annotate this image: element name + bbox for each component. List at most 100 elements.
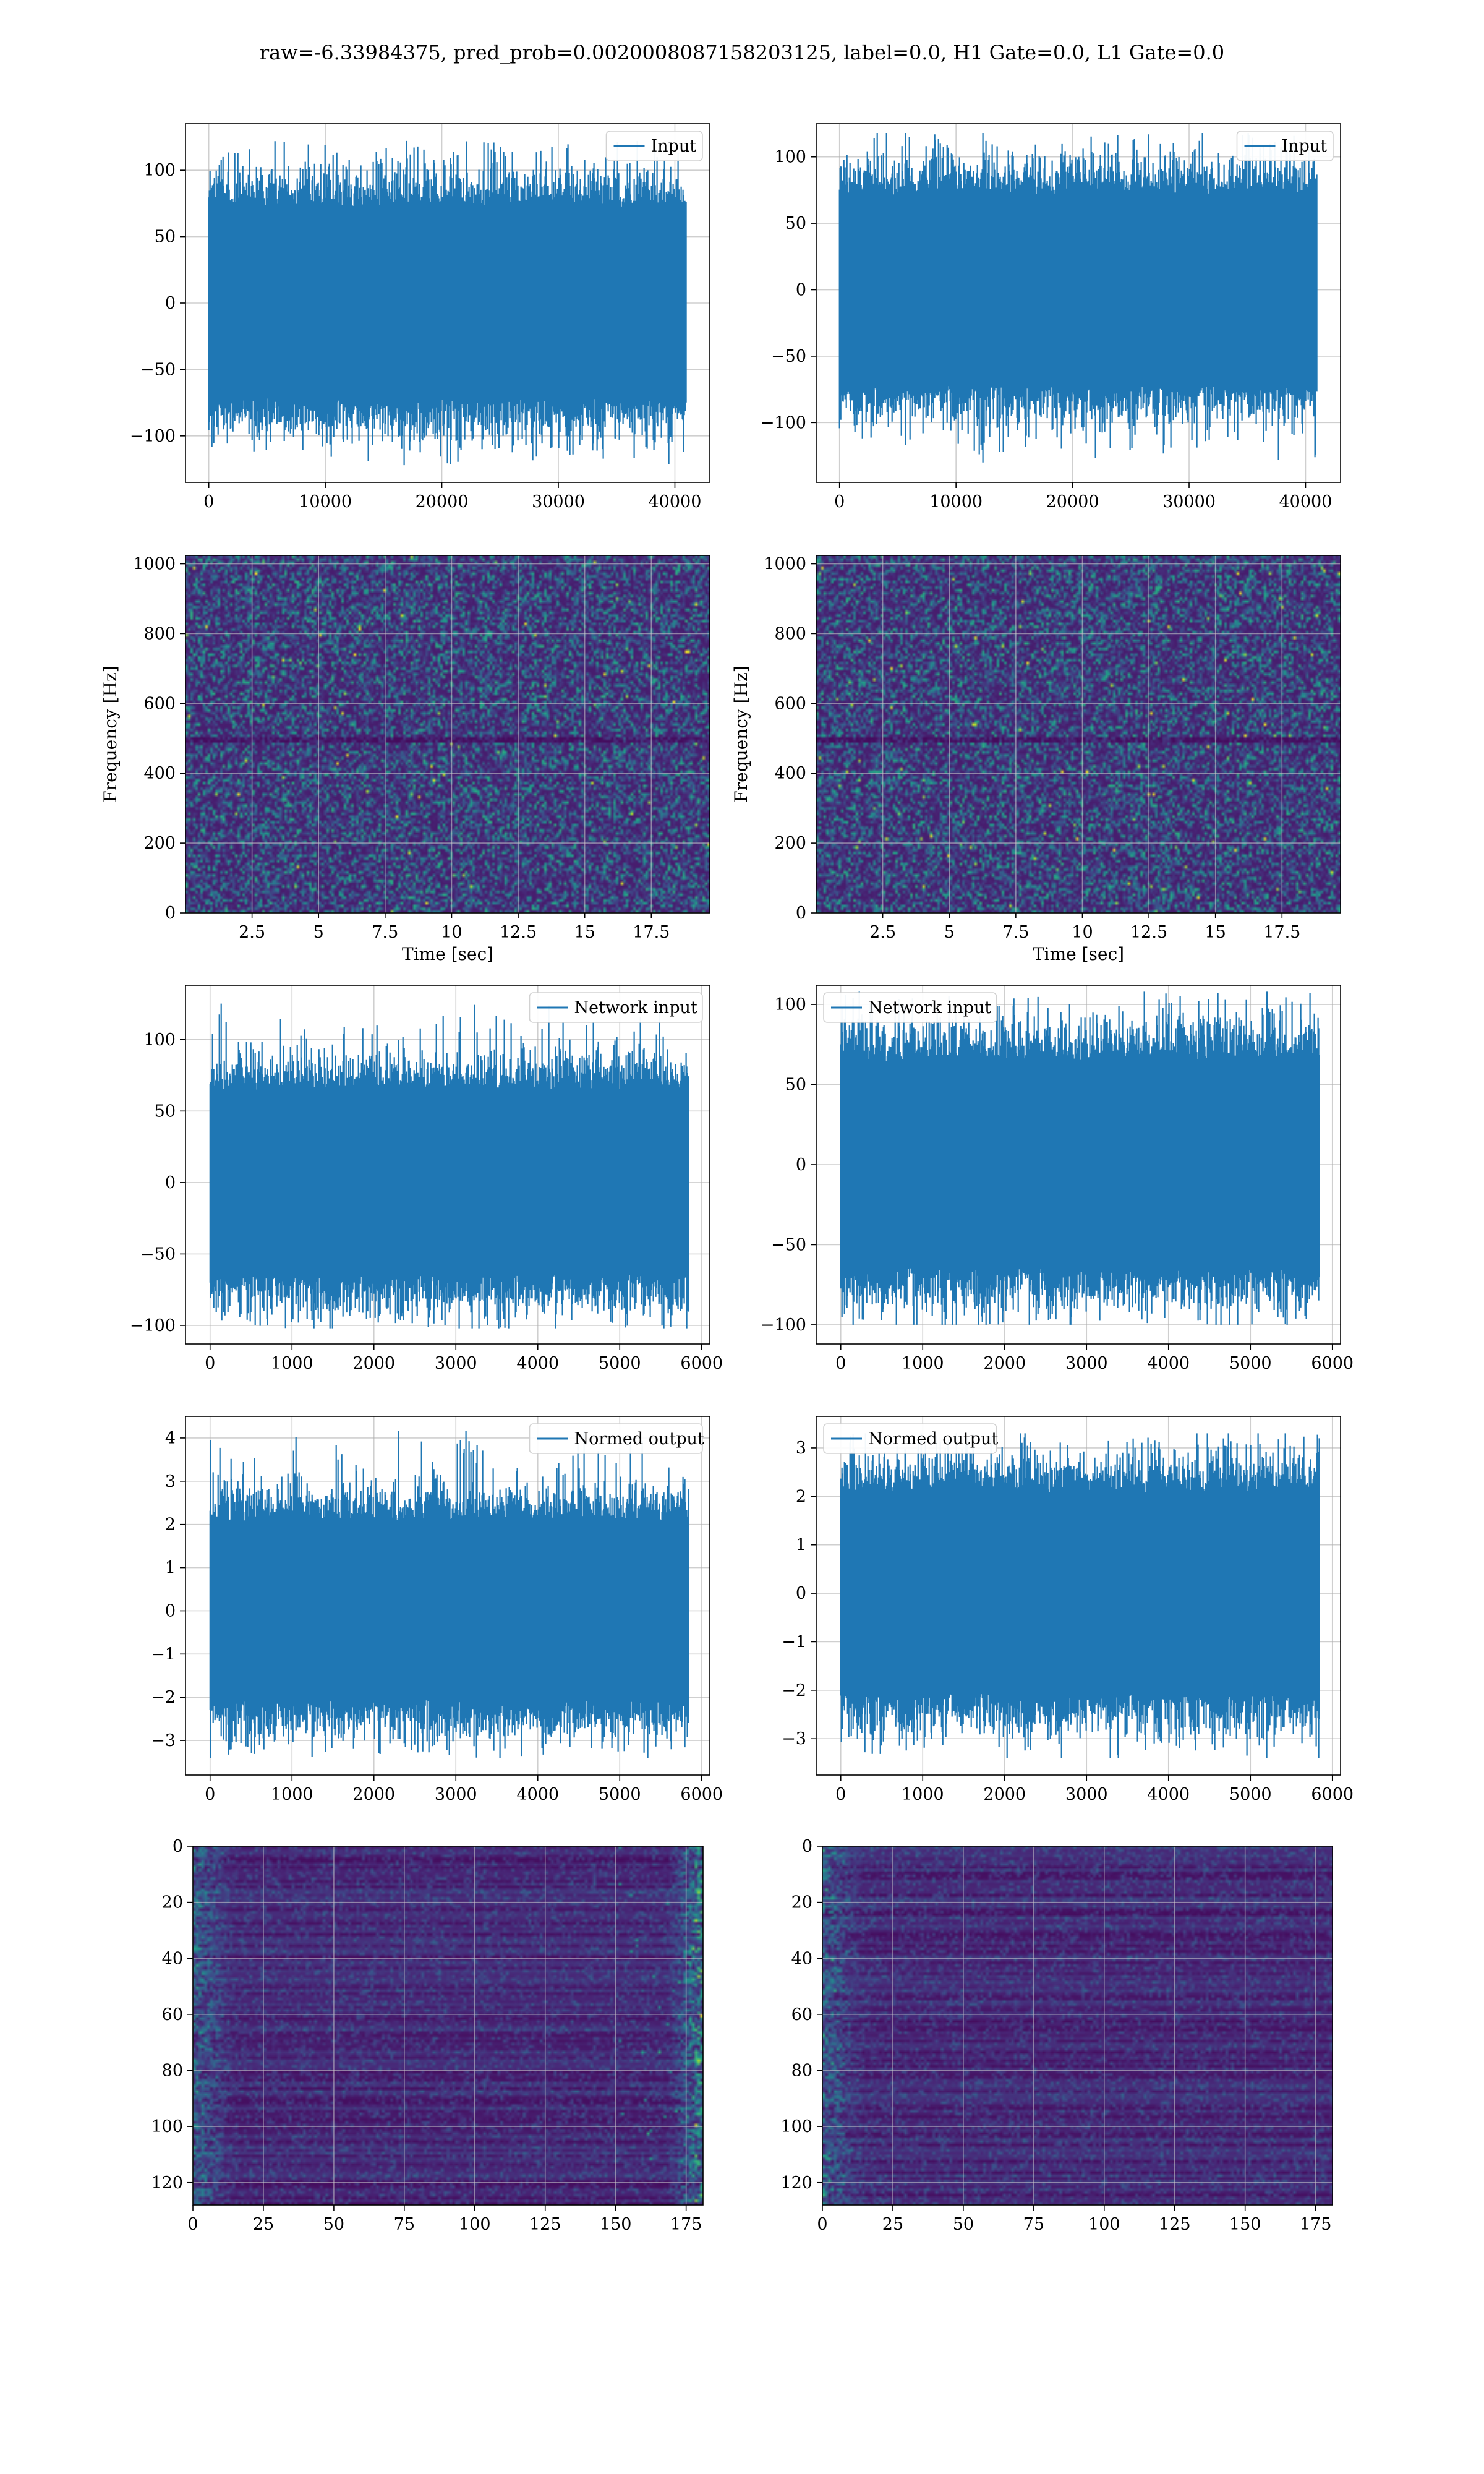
- x-tick-label: 50: [953, 2215, 974, 2234]
- legend-label: Input: [651, 137, 697, 156]
- series-line: [209, 1431, 689, 1758]
- chart-panel-row4-left: 0 1000 2000 3000 4000 5000 6000 −3 −2 −1 0 1 2 3 4 Norm…: [151, 1416, 723, 1804]
- y-tick-label: 0: [173, 1837, 183, 1856]
- legend-label: Normed output: [574, 1429, 704, 1449]
- x-tick-label: 3000: [1065, 1785, 1108, 1804]
- y-tick-label: 100: [774, 148, 806, 167]
- y-tick-label: −2: [782, 1681, 806, 1700]
- x-tick-label: 2000: [983, 1354, 1026, 1373]
- x-tick-label: 50: [323, 2215, 344, 2234]
- x-tick-label: 30000: [532, 492, 585, 511]
- x-axis-label: Time [sec]: [1033, 944, 1124, 964]
- y-tick-label: −100: [130, 427, 176, 446]
- legend-label: Normed output: [868, 1429, 998, 1449]
- y-tick-label: 100: [151, 2117, 183, 2136]
- y-tick-label: 50: [155, 1102, 176, 1121]
- legend: Network input: [823, 992, 997, 1023]
- x-tick-label: 2000: [352, 1354, 395, 1373]
- y-tick-label: −100: [761, 1316, 806, 1335]
- legend-box: [605, 131, 703, 161]
- y-tick-label: −100: [130, 1316, 176, 1335]
- y-tick-label: 0: [796, 904, 806, 923]
- legend: Network input: [529, 992, 703, 1023]
- y-tick-label: 600: [143, 694, 176, 713]
- x-tick-label: 0: [205, 1785, 215, 1804]
- x-tick-label: 6000: [680, 1354, 723, 1373]
- y-tick-label: 40: [162, 1949, 183, 1968]
- y-axis-label: Frequency [Hz]: [100, 666, 121, 802]
- axes-frame: [185, 985, 710, 1345]
- x-tick-label: 0: [203, 492, 214, 511]
- y-tick-label: 50: [785, 214, 806, 233]
- chart-panel-row5-left: 0 25 50 75 100 125 150 175 0 20 40 60 80 100 120: [151, 1837, 704, 2234]
- x-tick-label: 0: [835, 1354, 846, 1373]
- y-tick-label: 100: [143, 161, 176, 180]
- y-tick-label: 400: [774, 764, 806, 783]
- x-tick-label: 5: [313, 923, 324, 942]
- x-tick-label: 10000: [929, 492, 983, 511]
- y-tick-label: −2: [151, 1688, 176, 1707]
- chart-panel-row2-right: 2.5 5 7.5 10 12.5 15 17.5 0 200 400 600 800 1000 Time…: [731, 555, 1341, 964]
- chart-panel-row1-right: 0 10000 20000 30000 40000 −100 −50 0 50 100 Input: [761, 123, 1341, 511]
- y-tick-label: 60: [791, 2005, 812, 2024]
- x-tick-label: 6000: [1311, 1354, 1354, 1373]
- x-tick-label: 20000: [416, 492, 469, 511]
- x-tick-label: 5000: [599, 1354, 641, 1373]
- x-tick-label: 12.5: [500, 923, 537, 942]
- legend: Normed output: [529, 1423, 704, 1454]
- grid-lines-overlay: [192, 1846, 703, 2205]
- x-tick-label: 4000: [1147, 1785, 1190, 1804]
- y-tick-label: 3: [796, 1439, 806, 1458]
- y-tick-label: 120: [151, 2173, 183, 2193]
- y-tick-label: 3: [165, 1472, 176, 1491]
- y-tick-label: 100: [774, 995, 806, 1014]
- x-tick-label: 15: [1205, 923, 1226, 942]
- x-tick-label: 12.5: [1130, 923, 1167, 942]
- x-tick-label: 2000: [983, 1785, 1026, 1804]
- y-tick-label: −50: [771, 1235, 806, 1254]
- y-tick-label: 2: [165, 1515, 176, 1534]
- legend: Normed output: [823, 1423, 998, 1454]
- x-tick-label: 75: [1023, 2215, 1044, 2234]
- x-tick-label: 17.5: [633, 923, 670, 942]
- chart-panel-row3-right: 0 1000 2000 3000 4000 5000 6000 −100 −50 0 50 100 Ne…: [761, 985, 1354, 1373]
- x-tick-label: 1000: [271, 1785, 313, 1804]
- y-tick-label: −3: [782, 1729, 806, 1748]
- legend-box: [1236, 131, 1334, 161]
- series-line: [838, 133, 1318, 463]
- x-tick-label: 1000: [271, 1354, 313, 1373]
- heatmap-image: [822, 1846, 1333, 2205]
- x-tick-label: 150: [1229, 2215, 1261, 2234]
- y-tick-label: 0: [165, 294, 176, 313]
- y-tick-label: 800: [774, 624, 806, 643]
- y-tick-label: 100: [780, 2117, 812, 2136]
- heatmap-image: [816, 555, 1341, 913]
- chart-panel-row5-right: 0 25 50 75 100 125 150 175 0 20 40 60 80 100 120: [780, 1837, 1333, 2234]
- x-tick-label: 7.5: [372, 923, 398, 942]
- y-tick-label: 200: [143, 834, 176, 853]
- y-tick-label: 0: [796, 1584, 806, 1603]
- y-tick-label: 0: [165, 1173, 176, 1192]
- y-tick-label: 0: [802, 1837, 812, 1856]
- axes-frame: [822, 1846, 1333, 2206]
- y-tick-label: 2: [796, 1487, 806, 1506]
- y-tick-label: −50: [140, 1244, 176, 1264]
- x-tick-label: 30000: [1162, 492, 1216, 511]
- legend-label: Network input: [574, 998, 697, 1017]
- y-tick-label: 1: [165, 1559, 176, 1578]
- y-axis-label: Frequency [Hz]: [731, 666, 751, 802]
- x-tick-label: 0: [835, 1785, 846, 1804]
- x-tick-label: 10: [1072, 923, 1093, 942]
- y-tick-label: 200: [774, 834, 806, 853]
- x-tick-label: 25: [882, 2215, 903, 2234]
- x-tick-label: 0: [187, 2215, 198, 2234]
- x-tick-label: 125: [529, 2215, 561, 2234]
- x-tick-label: 0: [817, 2215, 827, 2234]
- axes-frame: [185, 555, 710, 914]
- x-tick-label: 100: [459, 2215, 491, 2234]
- y-tick-label: 80: [791, 2061, 812, 2081]
- y-tick-label: 1: [796, 1536, 806, 1555]
- y-tick-label: 600: [774, 694, 806, 713]
- legend-box: [823, 992, 997, 1023]
- chart-panel-row1-left: 0 10000 20000 30000 40000 −100 −50 0 50 100 Input: [130, 123, 710, 511]
